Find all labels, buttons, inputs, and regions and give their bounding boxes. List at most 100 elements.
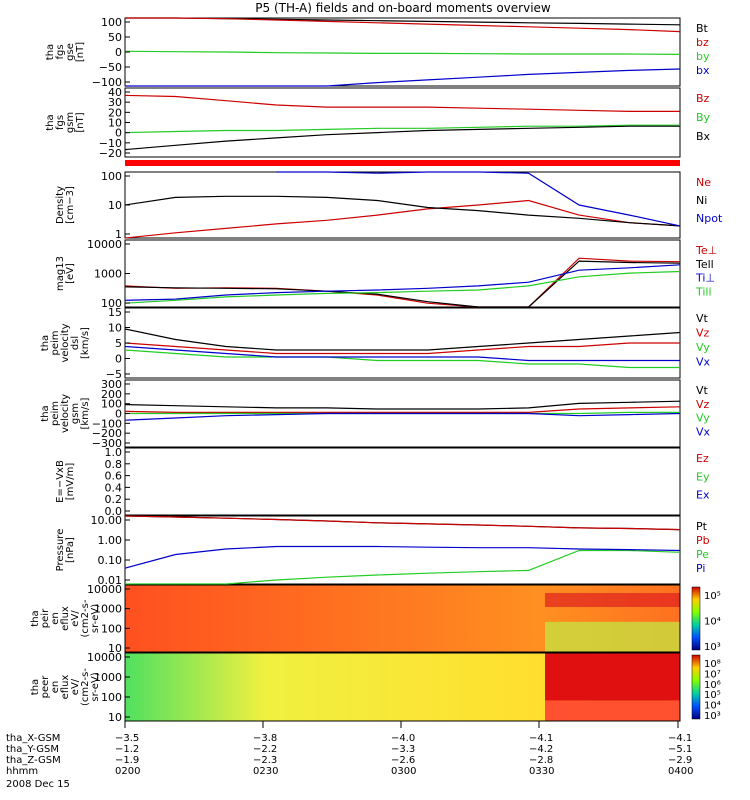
legend-label: Ti⊥ [695,272,715,285]
x-tick-label: −4.1 [529,733,553,744]
legend-label: Pb [696,534,710,547]
panel-ion_spectrogram: 10⁵ 10⁴ 10³ 10000 1000 100 10 tha peir en eflux eV/… [30,583,721,655]
y-tick-label: 10000 [87,651,122,664]
y-tick-label: 300 [101,378,122,391]
series-line-Vt [124,328,681,351]
y-axis-label: eV/ [70,678,81,695]
x-tick-label: −5.1 [668,744,692,755]
series-line-Npot [276,171,681,227]
y-tick-label: 30 [108,96,122,109]
y-tick-label: −300 [92,437,122,450]
panel-frame [124,171,681,239]
y-axis-label: (cm2-s- [80,599,91,637]
y-axis-label: tha [40,335,51,351]
legend-label: Vy [696,341,710,354]
colorbar-tick-label: 10⁶ [704,680,721,691]
colorbar [691,654,701,720]
series-line-Vt [124,400,681,410]
y-tick-label: 0 [115,408,122,421]
series-line-Ne [124,199,681,239]
y-tick-label: 20 [108,106,122,119]
legend-label: Pt [696,520,708,533]
y-tick-label: 100 [101,16,122,29]
series-line-Vx [124,412,681,421]
legend-label: bz [696,36,709,49]
legend-label: Bz [696,92,710,105]
y-axis-label: peir [40,608,51,628]
y-axis-label: [nT] [75,112,86,132]
legend-label: Ey [696,470,710,483]
electron-mid-flux-region [545,700,680,721]
x-tick-label: −4.1 [668,733,692,744]
legend-label: Till [695,285,712,298]
x-tick-label: 0330 [529,766,554,777]
y-axis-label: peim [50,401,61,426]
y-tick-label: 10000 [87,583,122,596]
legend-label: Ni [696,194,707,207]
x-tick-label: 0230 [253,766,278,777]
y-axis-label: velocity [60,394,71,433]
y-axis-label: [nPa] [65,537,76,563]
legend-label: Vt [696,312,709,325]
y-tick-label: 1 [115,228,122,241]
legend-label: Vx [696,356,711,369]
x-tick-label: −1.9 [115,755,139,766]
series-line-bx [125,68,681,87]
x-axis-row-label: tha_Z-GSM [6,755,61,766]
y-axis-label: tha [30,610,41,626]
x-tick-label: −2.6 [391,755,415,766]
y-axis-label: eflux [60,675,71,700]
colorbar [691,586,701,651]
x-tick-label: 0200 [115,766,140,777]
series-line-by [124,50,681,55]
y-axis-label: eV/ [70,610,81,627]
panel-efield: 1.00.80.60.40.20.0 E=−VxB [mV/m] Ez Ey Ex [55,446,710,518]
y-tick-label: 10.00 [91,514,123,527]
y-axis-label: [km/s] [80,397,91,429]
chart-title: P5 (TH-A) fields and on-board moments ov… [255,1,551,15]
y-axis-label: tha [45,114,56,130]
panel-frame [124,307,681,379]
series-line-Vy [124,349,680,369]
y-tick-label: 50 [108,31,122,44]
series-line-Te⊥ [124,257,681,308]
y-axis-label: mag13 [55,256,66,291]
legend-label: Ex [696,489,710,502]
y-tick-label: 10 [108,642,122,655]
y-axis-label: (cm2-s- [80,668,91,706]
x-tick-label: −3.5 [115,733,139,744]
x-tick-label: 0400 [668,766,693,777]
y-axis-label: eflux [60,606,71,631]
y-tick-label: 100 [101,691,122,704]
y-tick-label: −10 [99,137,122,150]
y-tick-label: −5 [106,368,122,381]
y-tick-label: −200 [92,427,122,440]
x-tick-label: −4.2 [529,744,553,755]
series-line-Bx [124,125,680,151]
y-tick-label: 0 [115,353,122,366]
legend-label: Pe [696,548,709,561]
y-tick-label: 1000 [94,268,122,281]
series-line-Bz [124,94,680,112]
y-axis-label: sr-eV) [90,604,101,633]
x-tick-label: −4.0 [391,733,415,744]
ion-low-energy-region [545,621,680,652]
legend-label: Ne [696,176,711,189]
series-line-Ti⊥ [124,264,681,301]
y-axis-label: dsl [70,336,81,350]
y-tick-label: 15 [108,306,122,319]
y-axis-label: fgs [55,44,66,59]
y-tick-label: 0 [115,46,122,59]
legend-label: Vz [696,398,710,411]
y-axis-label: [km/s] [80,327,91,359]
colorbar-tick-label: 10⁴ [704,701,721,712]
y-tick-label: 10 [108,117,122,130]
series-line-Tell [124,260,681,308]
series-line-Vz [124,342,680,355]
y-axis-label: [mV/m] [65,463,76,501]
y-tick-label: 10 [108,711,122,724]
